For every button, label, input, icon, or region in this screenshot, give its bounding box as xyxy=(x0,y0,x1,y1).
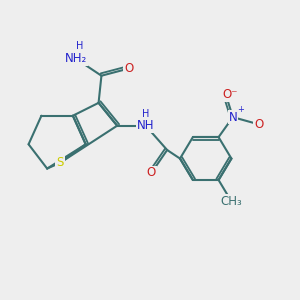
Text: H: H xyxy=(142,109,149,119)
Text: N: N xyxy=(229,111,237,124)
Text: +: + xyxy=(237,105,244,114)
Text: CH₃: CH₃ xyxy=(220,195,242,208)
Text: O: O xyxy=(254,118,263,131)
Text: NH: NH xyxy=(137,119,154,132)
Text: O⁻: O⁻ xyxy=(222,88,238,101)
Text: S: S xyxy=(56,156,64,170)
Text: O: O xyxy=(147,167,156,179)
Text: NH₂: NH₂ xyxy=(64,52,87,65)
Text: H: H xyxy=(76,41,84,51)
Text: O: O xyxy=(124,62,133,75)
